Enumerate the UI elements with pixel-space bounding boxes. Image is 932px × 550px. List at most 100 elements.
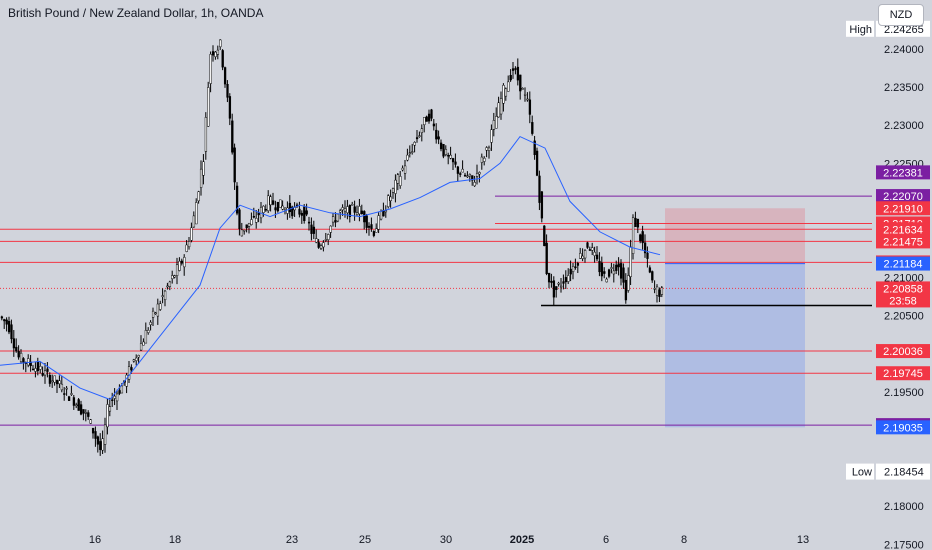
candle	[658, 287, 661, 303]
candle-body	[0, 316, 4, 319]
candle-body	[593, 251, 596, 256]
candle-body	[15, 346, 18, 352]
candle-body	[34, 368, 37, 372]
candle	[118, 384, 121, 396]
candle	[655, 284, 659, 303]
candle	[101, 430, 104, 455]
candle	[70, 385, 73, 396]
candle-body	[240, 229, 244, 237]
candle	[569, 260, 572, 282]
candle-body	[646, 252, 649, 259]
candle-body	[461, 168, 464, 173]
candle-body	[384, 210, 388, 213]
candle-body	[211, 51, 215, 56]
price-label-bg	[876, 256, 930, 271]
candle-body	[619, 263, 623, 279]
candle-body	[19, 352, 23, 362]
candle-body	[389, 196, 392, 201]
y-tick-label: 2.23500	[884, 82, 924, 94]
candle-body	[139, 343, 143, 351]
candle-body	[39, 366, 42, 370]
candle	[447, 152, 450, 165]
candle	[403, 160, 407, 180]
candle-body	[264, 208, 268, 211]
candle-body	[276, 201, 280, 212]
candle-body	[303, 206, 306, 221]
candle	[89, 418, 92, 425]
candle-body	[235, 185, 239, 214]
candle	[502, 83, 505, 112]
candle-body	[339, 210, 342, 213]
candle-body	[111, 399, 114, 401]
candle	[223, 66, 227, 88]
price-label-name: Low	[852, 467, 872, 479]
candle-body	[79, 404, 83, 415]
candle	[535, 147, 539, 177]
price-label-value: 2.21475	[883, 236, 923, 248]
candle	[127, 361, 131, 383]
candle	[571, 262, 575, 280]
candle-body	[94, 431, 97, 439]
candle	[305, 203, 308, 217]
candle-body	[480, 156, 484, 163]
candle-body	[535, 150, 539, 176]
candle	[387, 194, 390, 209]
candle	[586, 241, 589, 249]
candle	[468, 173, 472, 182]
candle	[497, 96, 500, 118]
candle-body	[420, 128, 424, 134]
candle	[327, 233, 330, 246]
candle	[545, 234, 548, 276]
candle-body	[502, 85, 505, 104]
candle	[207, 81, 210, 127]
candle-body	[149, 321, 152, 326]
candle	[425, 115, 428, 122]
candle-body	[300, 212, 304, 216]
candle-body	[576, 263, 580, 266]
candle	[574, 258, 577, 270]
candle-body	[468, 174, 472, 177]
candle	[34, 362, 37, 378]
candle	[166, 282, 169, 290]
price-label-countdown: 23:58	[889, 295, 917, 307]
candle	[576, 261, 580, 274]
candle	[531, 115, 534, 136]
candle	[250, 212, 253, 226]
candle-body	[214, 51, 217, 58]
candle	[514, 66, 517, 75]
candle-body	[528, 99, 532, 115]
candle	[319, 243, 323, 251]
candle-body	[151, 310, 155, 318]
candle	[10, 319, 13, 344]
candle	[396, 172, 400, 191]
candle	[420, 124, 424, 142]
candle-body	[5, 319, 8, 325]
candle-body	[391, 188, 395, 193]
candle	[31, 364, 35, 371]
x-tick-label: 8	[681, 534, 687, 546]
candle	[660, 285, 664, 298]
candle-body	[648, 267, 652, 273]
candle-body	[118, 390, 121, 394]
candle	[389, 189, 392, 208]
candle-body	[12, 338, 16, 349]
candle-body	[53, 375, 56, 383]
candle	[567, 268, 570, 285]
candle-body	[624, 279, 628, 301]
candle-body	[55, 380, 59, 385]
candle	[108, 397, 112, 417]
candle-body	[473, 181, 476, 187]
candle	[346, 199, 349, 220]
candle-body	[449, 154, 452, 159]
currency-button[interactable]: NZD	[878, 4, 924, 26]
candle-body	[315, 238, 318, 243]
candle-body	[643, 242, 647, 254]
price-label-value: 2.21634	[883, 224, 923, 236]
candle-body	[377, 215, 380, 230]
candle	[651, 270, 654, 283]
candle-body	[48, 374, 52, 384]
candle	[507, 75, 510, 92]
candle	[581, 248, 584, 262]
candle-body	[660, 287, 664, 295]
